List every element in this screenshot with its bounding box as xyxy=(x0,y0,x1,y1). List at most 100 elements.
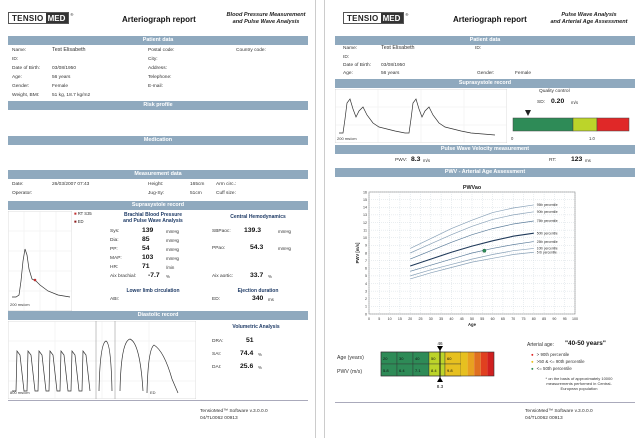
x-tick-label: 95 xyxy=(563,317,567,321)
report-subtitle: Pulse Wave Analysis and Arterial Age Ass… xyxy=(539,12,639,26)
footer-divider xyxy=(8,400,308,401)
percentile-label: 95th percentile xyxy=(537,203,558,207)
ppao-value: 54.3 xyxy=(250,244,264,251)
jug-sy-value: 51cm xyxy=(190,191,202,196)
legend-text: >50 & <= 90th percentile xyxy=(536,359,585,364)
risk-gradient-cell xyxy=(474,352,481,376)
sai-label: SAI: xyxy=(212,352,222,357)
supra-legend-ed-text: ED xyxy=(77,219,84,224)
brachial-heading-line: and Pulse Wave Analysis xyxy=(123,218,183,224)
legend-item: ● >50 & <= 90th percentile xyxy=(531,359,585,364)
date-value: 26/03/2007 07:43 xyxy=(52,182,90,187)
volumetric-heading: Volumetric Analysis xyxy=(232,324,280,330)
pwv-measurement-bar: Pulse Wave Velocity measurement xyxy=(335,145,635,154)
lower-limb-heading: Lower limb circulation xyxy=(126,288,180,294)
pwv-scale-cell-label: 6.4 xyxy=(399,368,405,373)
y-tick-label: 15 xyxy=(363,198,367,202)
x-tick-label: 90 xyxy=(552,317,556,321)
age-scale-cell-label: 20 xyxy=(383,356,388,361)
aix-brachial-value: -7.7 xyxy=(148,272,160,279)
x-tick-label: 60 xyxy=(491,317,495,321)
chart-title: PWVao xyxy=(463,185,482,191)
pwv-label: PWV: xyxy=(395,158,408,163)
age-label: Age: xyxy=(343,71,353,76)
x-tick-label: 15 xyxy=(398,317,402,321)
logo-registered: ® xyxy=(405,12,409,17)
y-tick-label: 6 xyxy=(365,267,367,271)
age-marker-icon xyxy=(437,346,443,351)
ed-unit: ms xyxy=(268,297,274,302)
dob-value: 03/08/1950 xyxy=(381,63,406,68)
x-tick-label: 35 xyxy=(439,317,443,321)
dai-label: DAI: xyxy=(212,365,222,370)
sd-label: SD: xyxy=(537,100,545,105)
footnote-line: European population xyxy=(560,386,598,391)
supra-legend-rt-text: RT S35 xyxy=(77,211,92,216)
brachial-value: 71 xyxy=(142,263,150,270)
dia-ed-label: ED xyxy=(150,390,156,395)
logo-text-a: TENSIO xyxy=(344,13,381,23)
footer-serial: 04/TL0062 00913 xyxy=(525,416,563,421)
patient-data-point xyxy=(482,248,487,253)
report-subtitle-line: Pulse Wave Analysis xyxy=(561,12,617,18)
ed-label: ED: xyxy=(212,297,220,302)
risk-profile-bar: Risk profile xyxy=(8,101,308,110)
sbpaoc-unit: mmHg xyxy=(278,229,291,234)
dob-label: Date of Birth: xyxy=(12,66,40,71)
ppao-label: PPao: xyxy=(212,246,226,251)
rt-unit: ms xyxy=(585,158,591,163)
pwv-unit: m/s xyxy=(423,158,431,163)
supra-scale: 200 ms/cm xyxy=(337,136,357,141)
legend-item: ● > 90th percentile xyxy=(531,352,569,357)
footnote-line: * on the basis of approximately 10000 xyxy=(545,376,613,381)
suprasystole-bar: Suprasystole record xyxy=(335,79,635,88)
gender-label: Gender: xyxy=(477,71,495,76)
brachial-heading-line: Brachial Blood Pressure xyxy=(123,212,183,218)
email-label: E-mail: xyxy=(148,84,163,89)
suprasystole-bar: Suprasystole record xyxy=(8,201,308,210)
percentile-label: 25th percentile xyxy=(537,240,558,244)
y-tick-label: 8 xyxy=(365,251,367,255)
brachial-unit: mmHg xyxy=(166,256,179,261)
age-value: 56 years xyxy=(381,71,400,76)
aix-brachial-unit: % xyxy=(166,274,170,279)
legend-dot-icon: ■ xyxy=(74,219,77,224)
name-label: Name: xyxy=(12,48,27,53)
footer-software: TensioMed™ Software v.3.0.0.0 xyxy=(525,409,593,414)
address-label: Address: xyxy=(148,66,167,71)
measurement-data-bar: Measurement data xyxy=(8,170,308,179)
x-tick-label: 5 xyxy=(378,317,380,321)
legend-dot-icon: ● xyxy=(531,352,534,357)
age-scale-cell-label: 30 xyxy=(399,356,404,361)
pwv-marker-value: 8.3 xyxy=(437,384,444,389)
sbpaoc-value: 139.3 xyxy=(244,227,262,234)
gender-value: Female xyxy=(515,71,531,76)
y-tick-label: 1 xyxy=(365,305,367,309)
report-subtitle-line: Blood Pressure Measurement xyxy=(226,12,306,18)
jug-sy-label: Jug-Sy: xyxy=(148,191,165,196)
weight-label: Weight, BMI: xyxy=(12,93,40,98)
x-tick-label: 80 xyxy=(532,317,536,321)
percentile-line xyxy=(410,232,534,267)
dia-scale: 800 ms/cm xyxy=(10,390,30,395)
brachial-value: 139 xyxy=(142,227,154,234)
risk-gradient-cell xyxy=(461,352,468,376)
y-tick-label: 13 xyxy=(363,213,367,217)
dai-value: 25.6 xyxy=(240,363,254,370)
arterial-age-bar: PWV - Arterial Age Assessment xyxy=(335,168,635,177)
pwv-age-chart: 0 5 10 15 20 25 30 35 40 45 50 55 60 65 70 75 80 85 90 95 10… xyxy=(355,185,578,327)
aix-aortic-value: 33.7 xyxy=(250,272,264,279)
cuff-size-label: Cuff size: xyxy=(216,191,236,196)
percentile-label: 5 th percentile xyxy=(537,250,557,254)
legend-dot-icon: ● xyxy=(531,359,534,364)
y-tick-label: 16 xyxy=(363,190,367,194)
scale-frame xyxy=(380,351,495,377)
risk-gradient-cell xyxy=(480,352,488,376)
dra-label: DRA: xyxy=(212,339,224,344)
percentile-label: 75th percentile xyxy=(537,219,558,223)
x-tick-label: 85 xyxy=(542,317,546,321)
age-scale-cell-label: 50 xyxy=(431,356,436,361)
x-tick-label: 100 xyxy=(572,317,578,321)
report-title: Arteriograph report xyxy=(453,15,527,24)
percentile-line xyxy=(410,220,534,260)
